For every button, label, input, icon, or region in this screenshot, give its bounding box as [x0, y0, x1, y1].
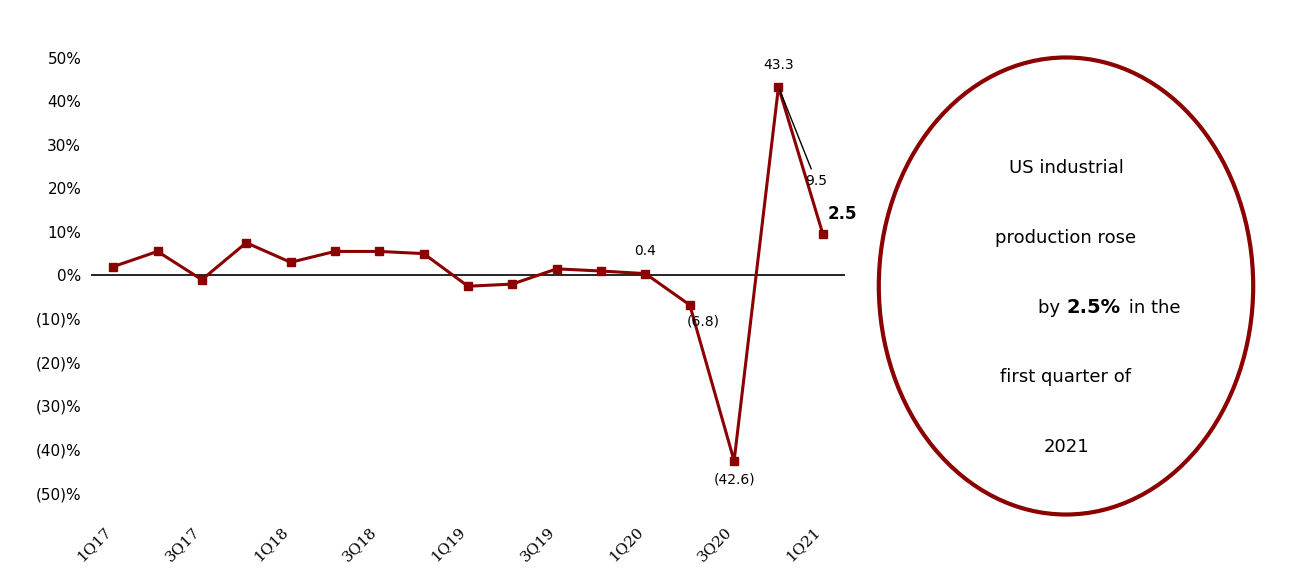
Text: first quarter of: first quarter of [1001, 368, 1131, 387]
Text: production rose: production rose [996, 229, 1136, 247]
Text: 9.5: 9.5 [780, 89, 827, 188]
Text: in the: in the [1123, 299, 1180, 316]
Text: (6.8): (6.8) [686, 315, 720, 329]
Text: (42.6): (42.6) [714, 473, 755, 487]
Text: 2.5: 2.5 [828, 205, 858, 223]
Text: 0.4: 0.4 [634, 244, 656, 259]
Text: 2021: 2021 [1043, 438, 1089, 456]
Text: by: by [1039, 299, 1066, 316]
Text: US industrial: US industrial [1009, 158, 1123, 177]
Text: 43.3: 43.3 [763, 58, 794, 72]
Text: 2.5%: 2.5% [1066, 298, 1121, 317]
